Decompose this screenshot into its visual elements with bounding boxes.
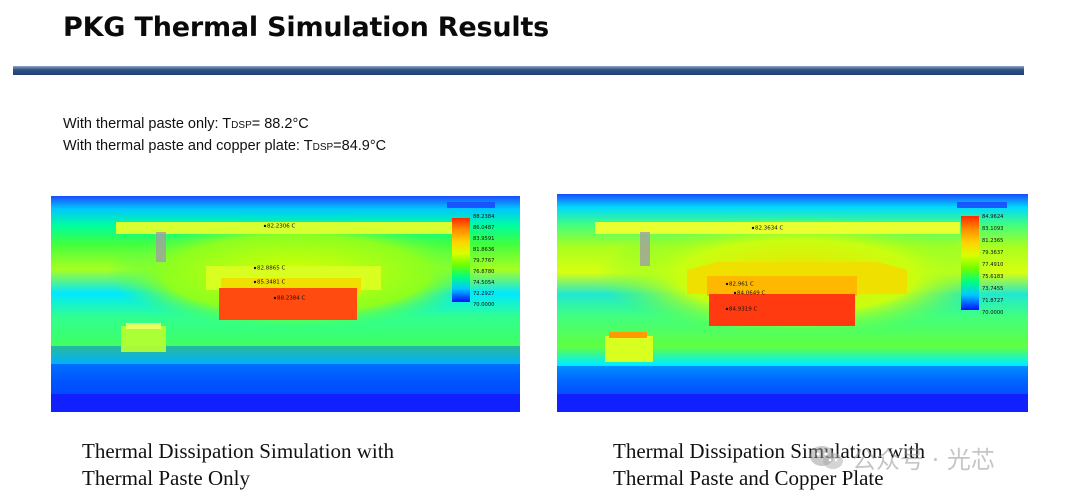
title-underline-bar <box>13 66 1024 75</box>
thermal-simulation-image-paste-copper: 82.3634 C 82.961 C 84.0649 C 84.9319 C 8… <box>557 194 1028 412</box>
caption-paste-copper: Thermal Dissipation Simulation with Ther… <box>613 438 925 492</box>
legend-value: 70.0000 <box>982 310 1003 316</box>
caption-line: Thermal Paste Only <box>82 466 250 490</box>
watermark-text: 公众号 · 光芯 <box>852 446 995 474</box>
legend-value: 79.3637 <box>982 250 1003 256</box>
legend-value: 71.8727 <box>982 298 1003 304</box>
probe-label: 84.0649 C <box>737 291 765 297</box>
legend-value: 83.1093 <box>982 226 1003 232</box>
legend-value: 77.4910 <box>982 262 1003 268</box>
legend-value: 86.0487 <box>473 225 494 231</box>
watermark: 公众号 · 光芯 <box>808 440 995 475</box>
legend-value: 84.9624 <box>982 214 1004 220</box>
probe-label: 88.2384 C <box>277 296 305 302</box>
caption-line: Thermal Dissipation Simulation with <box>613 439 926 463</box>
probe-label: 84.9319 C <box>729 307 757 313</box>
legend-value: 70.0000 <box>473 302 494 308</box>
wechat-icon <box>810 445 843 469</box>
probe-label: 82.961 C <box>729 282 754 288</box>
caption-line: Thermal Dissipation Simulation with <box>82 439 395 463</box>
legend-value: 73.7455 <box>982 286 1003 292</box>
results-summary: With thermal paste only: TDSP= 88.2°C Wi… <box>63 114 386 158</box>
page-title: PKG Thermal Simulation Results <box>63 12 550 43</box>
legend-value: 83.9591 <box>473 236 494 242</box>
legend-value: 76.8780 <box>473 269 494 275</box>
probe-label: 82.3634 C <box>755 226 783 232</box>
caption-paste-only: Thermal Dissipation Simulation with Ther… <box>82 438 394 492</box>
probe-label: 85.3481 C <box>257 280 285 286</box>
probe-label: 82.2306 C <box>267 224 295 230</box>
legend-value: 72.2927 <box>473 291 494 297</box>
legend-value: 79.7767 <box>473 258 494 264</box>
legend-value: 81.2365 <box>982 238 1003 244</box>
legend-value: 81.8636 <box>473 247 494 253</box>
legend-value: 88.2384 <box>473 214 495 220</box>
probe-label: 82.8865 C <box>257 266 285 272</box>
thermal-simulation-image-paste-only: 82.2306 C 82.8865 C 85.3481 C 88.2384 C … <box>51 196 520 412</box>
legend-value: 75.6183 <box>982 274 1003 280</box>
result-line-paste-copper: With thermal paste and copper plate: TDS… <box>63 138 387 154</box>
caption-line: Thermal Paste and Copper Plate <box>613 466 884 490</box>
legend-value: 74.5054 <box>473 280 495 286</box>
result-line-paste-only: With thermal paste only: TDSP= 88.2°C <box>63 116 309 132</box>
